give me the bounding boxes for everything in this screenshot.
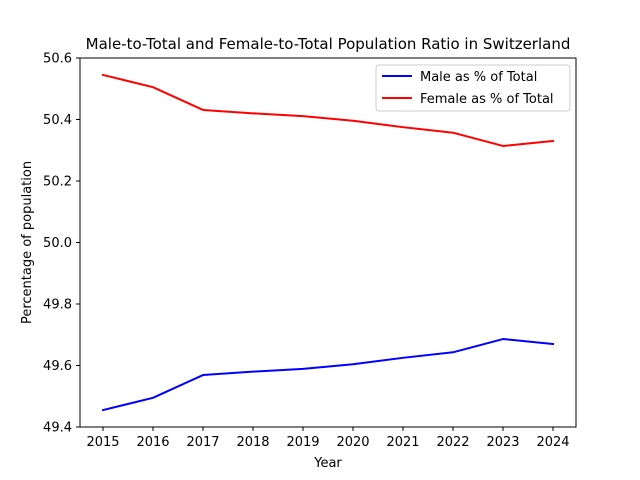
y-tick-label: 50.4 [43,113,72,128]
x-tick-label: 2017 [186,435,219,450]
x-tick-label: 2020 [336,435,369,450]
y-axis-title: Percentage of population [20,161,35,324]
x-axis-title: Year [313,456,342,471]
x-tick-label: 2018 [236,435,269,450]
y-tick-label: 50.0 [43,236,72,251]
legend-label-male: Male as % of Total [420,70,537,85]
series-line-male [101,338,555,412]
chart-title: Male-to-Total and Female-to-Total Popula… [86,35,571,53]
y-tick-label: 49.4 [43,421,72,436]
series-line-female [101,73,555,147]
legend-box [375,64,571,112]
x-tick-label: 2015 [86,435,119,450]
y-tick-label: 49.6 [43,359,72,374]
plot-frame [79,57,577,428]
x-tick-label: 2016 [136,435,169,450]
y-tick-label: 50.2 [43,175,72,190]
x-tick-label: 2021 [386,435,419,450]
x-tick-label: 2022 [436,435,469,450]
y-tick-label: 49.8 [43,298,72,313]
x-tick-label: 2024 [536,435,569,450]
y-tick-label: 50.6 [43,52,72,67]
legend: Male as % of Total Female as % of Total [375,64,571,112]
legend-label-female: Female as % of Total [420,92,554,107]
x-tick-label: 2019 [286,435,319,450]
x-tick-label: 2023 [486,435,519,450]
